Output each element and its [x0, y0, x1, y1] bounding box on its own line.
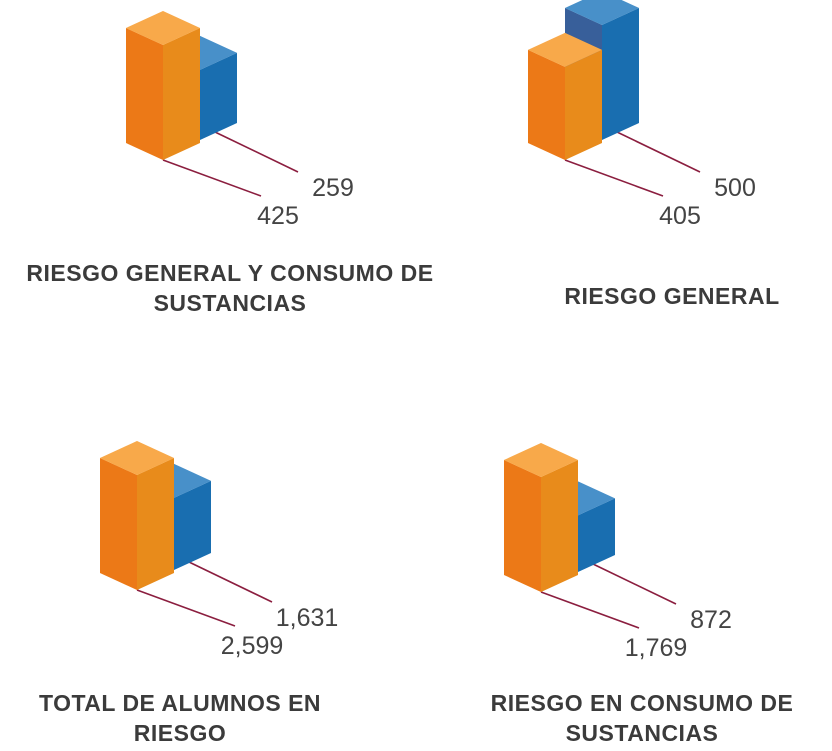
leader-line — [592, 563, 677, 605]
value-label: 425 — [257, 202, 299, 230]
bar-right-shade — [163, 28, 200, 160]
bar-right-shade — [137, 458, 174, 590]
value-label: 1,631 — [276, 604, 339, 632]
chart-title: RIESGO GENERAL Y CONSUMO DE SUSTANCIAS — [26, 260, 434, 316]
bar-right-face — [200, 52, 237, 140]
leader-line — [162, 159, 262, 197]
value-label: 2,599 — [221, 632, 284, 660]
value-label: 500 — [714, 174, 756, 202]
bar-top-light — [565, 0, 639, 25]
bar-top-face — [528, 32, 602, 67]
leader-line — [616, 131, 701, 173]
bar-right-face — [137, 458, 174, 590]
leader-line — [540, 591, 640, 629]
leader-line — [136, 589, 236, 627]
bar-left-face — [126, 28, 163, 160]
bar-left-shade — [504, 460, 541, 592]
bar-top-light — [126, 11, 200, 45]
bar-right-shade — [565, 49, 602, 160]
leader-line — [188, 561, 273, 603]
bar — [100, 441, 174, 590]
bar-left-shade — [126, 28, 163, 160]
chart-title: TOTAL DE ALUMNOS EN RIESGO — [38, 690, 322, 746]
bar-left-face — [504, 460, 541, 592]
bar-right-shade — [541, 460, 578, 592]
bar-right-face — [565, 49, 602, 160]
bar-top-face — [126, 11, 200, 45]
bar-top-face — [565, 0, 639, 25]
bar-left-face — [528, 49, 565, 160]
value-label: 259 — [312, 174, 354, 202]
bar-top-face — [504, 443, 578, 477]
bar-top-light — [528, 32, 602, 67]
bar-right-face — [541, 460, 578, 592]
bar-right-shade — [174, 480, 211, 570]
bar-right-face — [163, 28, 200, 160]
bar — [504, 443, 578, 592]
leader-line — [214, 131, 299, 173]
bar-left-shade — [528, 49, 565, 160]
bar-left-shade — [100, 458, 137, 590]
bar-left-face — [100, 458, 137, 590]
chart-title: RIESGO EN CONSUMO DE SUSTANCIAS — [490, 690, 794, 746]
value-label: 405 — [659, 202, 701, 230]
bar-top-face — [100, 441, 174, 475]
bar-right-shade — [602, 8, 639, 140]
value-label: 872 — [690, 606, 732, 634]
bar-right-face — [174, 480, 211, 570]
bar-right-face — [578, 498, 615, 572]
bar-top-light — [504, 443, 578, 477]
value-label: 1,769 — [625, 634, 688, 662]
bar-right-face — [602, 8, 639, 140]
bar-right-shade — [578, 498, 615, 572]
bar — [126, 11, 200, 160]
chart-title: RIESGO GENERAL — [564, 283, 780, 309]
leader-line — [564, 159, 664, 197]
bar — [528, 32, 602, 160]
bar-top-light — [100, 441, 174, 475]
bar-right-shade — [200, 52, 237, 140]
